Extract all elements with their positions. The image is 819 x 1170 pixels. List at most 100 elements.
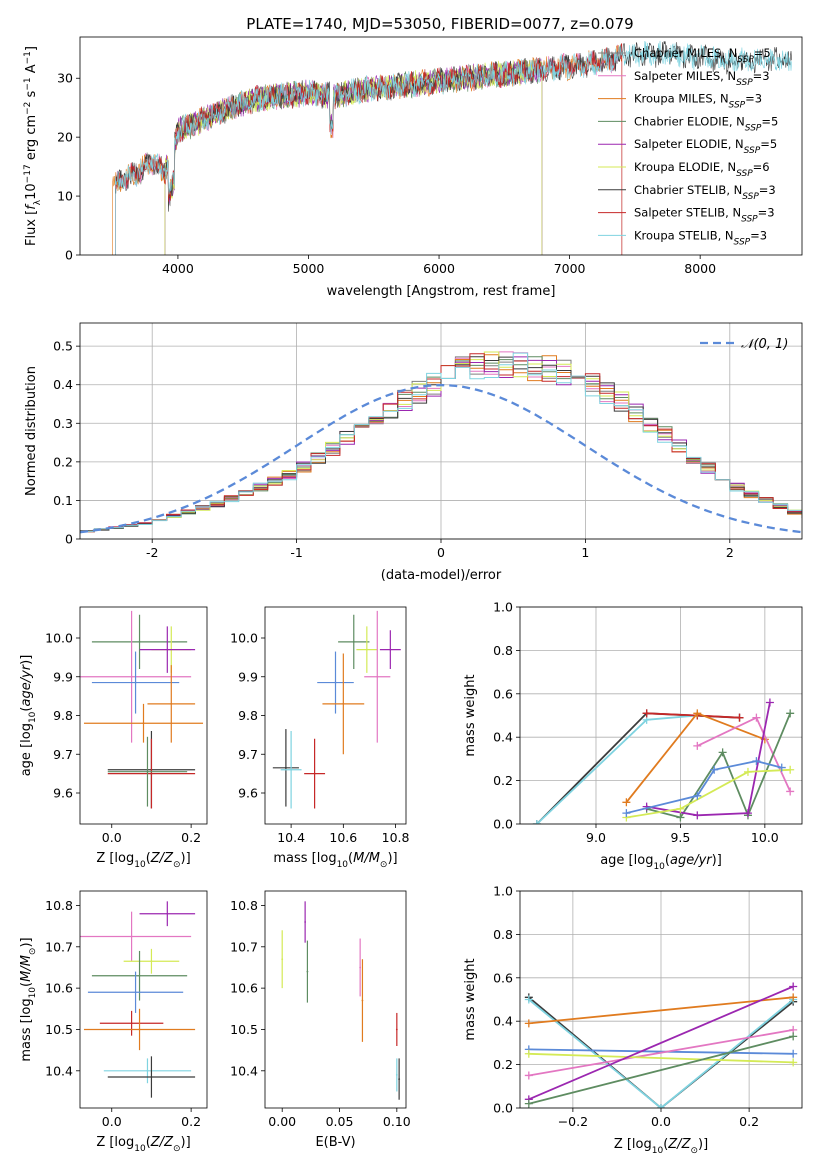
- spectrum-x-tick-label: 5000: [293, 261, 325, 276]
- spectrum-y-axis-label: Flux [fλ10−17 erg cm−2 s−1 A−1]: [23, 46, 43, 246]
- z-mass-x-tick-label: 0.0: [102, 1114, 122, 1129]
- z-age-y-axis-label-part: age/yr: [19, 663, 34, 706]
- mass-age-point: [284, 766, 287, 769]
- spectrum-x-tick-label: 4000: [162, 261, 194, 276]
- age-weight-y-tick-label: 0.4: [493, 730, 513, 745]
- mass-age-y-tick-label: 9.7: [238, 747, 258, 762]
- age-weight-frame: [519, 606, 803, 825]
- z-mass-point: [146, 1069, 149, 1072]
- spectrum-legend-label-part: SSP: [744, 146, 761, 156]
- z-weight-y-axis-label: mass weight: [463, 958, 478, 1040]
- spectrum-y-tick-label: 20: [57, 130, 73, 145]
- mass-age-frame: [264, 606, 407, 825]
- z-age-point: [130, 675, 133, 678]
- z-mass-x-axis-label-part: Z [log: [96, 1135, 134, 1150]
- ebv-mass-point: [395, 1028, 398, 1031]
- z-age-point: [166, 648, 169, 651]
- z-mass-point: [150, 1076, 153, 1078]
- z-mass-y-tick-label: 10.7: [45, 939, 73, 954]
- residuals-gaussian-curve: [80, 383, 802, 534]
- z-weight-x-axis-label: Z [log10(Z/Z⊙)]: [614, 1137, 708, 1156]
- spectrum-y-axis-label-part: erg cm: [24, 115, 39, 164]
- residuals-frame: [79, 322, 803, 540]
- z-age-x-tick-label: 0.2: [181, 830, 201, 845]
- z-weight-x-tick-label: 0.0: [651, 1114, 671, 1129]
- age-weight-y-tick-label: 0.6: [493, 686, 513, 701]
- z-mass-y-axis-label-part: )]: [19, 937, 34, 947]
- age-weight-marker: [743, 809, 752, 818]
- z-mass-y-axis-label-part: mass [log: [19, 998, 34, 1061]
- age-weight-y-tick-label: 0.8: [493, 643, 513, 658]
- mass-age-axes: 10.4 10.6 10.8 9.6 9.7 9.8 9.9 10.0: [230, 631, 409, 846]
- age-weight-y-axis-label: mass weight: [463, 674, 478, 756]
- mass-age-point: [334, 681, 337, 684]
- ebv-mass-x-axis-label: E(B-V): [315, 1135, 355, 1150]
- z-mass-point: [134, 991, 137, 994]
- age-weight-y-tick-label: 1.0: [493, 600, 513, 615]
- mass-age-x-axis-label-part: ⊙: [380, 860, 388, 870]
- age-weight-y-axis-label-part: mass weight: [463, 674, 478, 756]
- mass-age-x-tick-label: 10.6: [329, 830, 357, 845]
- spectrum-legend-label-part: Salpeter ELODIE, N: [634, 137, 744, 151]
- spectrum-legend-label-part: SSP: [737, 55, 754, 65]
- z-mass-y-tick-label: 10.4: [45, 1063, 73, 1078]
- mass-age-point: [313, 772, 316, 775]
- ebv-mass-y-tick-label: 10.5: [230, 1022, 258, 1037]
- z-weight-series-salpeter_miles: [528, 1029, 794, 1077]
- residuals-legend-label: 𝒩(0, 1): [741, 337, 788, 352]
- z-age-points: [80, 610, 204, 809]
- mass-age-y-tick-label: 9.8: [238, 708, 258, 723]
- z-age-x-axis-label-part: 10: [134, 860, 146, 870]
- residuals-x-tick-label: 2: [726, 545, 734, 560]
- spectrum-legend-label-part: =3: [745, 92, 762, 106]
- age-weight-marker: [693, 741, 702, 750]
- ebv-mass-x-tick-label: 0.10: [383, 1114, 411, 1129]
- age-weight-x-axis-label-part: (: [665, 853, 670, 868]
- ebv-mass-frame: [264, 890, 407, 1109]
- spectrum-y-axis-label-part: −2: [23, 102, 33, 115]
- z-age-y-axis-label-part: 10: [28, 711, 38, 723]
- residuals-y-tick-label: 0.3: [53, 416, 73, 431]
- z-weight-marker: [524, 1049, 533, 1058]
- figure-title: PLATE=1740, MJD=53050, FIBERID=0077, z=0…: [246, 15, 633, 33]
- spectrum-y-axis-label-part: −1: [23, 51, 33, 64]
- z-weight-lines: [524, 982, 798, 1108]
- z-age-y-tick-label: 9.8: [53, 708, 73, 723]
- z-weight-marker: [524, 1099, 533, 1108]
- z-mass-x-axis-label-part: (: [146, 1135, 151, 1150]
- spectrum-y-axis-label-part: λ: [33, 199, 43, 205]
- z-age-y-axis-label-part: (: [19, 707, 34, 712]
- z-age-point: [150, 772, 153, 775]
- z-weight-marker: [789, 1049, 798, 1058]
- spectrum-legend-label: Chabrier MILES, NSSP=5: [634, 46, 771, 65]
- z-age-x-axis-label-part: )]: [181, 851, 191, 866]
- mass-age-y-tick-label: 9.6: [238, 786, 258, 801]
- spectrum-legend-label-part: =3: [759, 183, 776, 197]
- spectrum-legend-label-part: =5: [754, 46, 771, 60]
- mass-age-point: [290, 768, 293, 771]
- spectrum-legend-label-part: SSP: [736, 169, 753, 179]
- spectrum-legend-label-part: Kroupa STELIB, N: [634, 228, 734, 242]
- spectrum-legend-label-part: Chabrier MILES, N: [634, 46, 737, 60]
- mass-age-x-axis-label-part: (: [348, 851, 353, 866]
- z-mass-axes: 0.0 0.2 10.4 10.5 10.6 10.7 10.8: [45, 898, 201, 1129]
- spectrum-legend-label-part: =5: [761, 114, 778, 128]
- z-weight-y-tick-label: 0.2: [493, 1057, 513, 1072]
- spectrum-legend-label: Kroupa STELIB, NSSP=3: [634, 228, 767, 247]
- z-mass-x-axis-label-part: )]: [181, 1135, 191, 1150]
- z-mass-x-axis-label-part: 10: [134, 1144, 146, 1154]
- age-weight-marker: [622, 798, 631, 807]
- age-weight-marker: [642, 709, 651, 718]
- spectrum-y-tick-label: 30: [57, 71, 73, 86]
- residuals-y-tick-label: 0.2: [53, 454, 73, 469]
- z-age-y-axis-label-part: )]: [19, 655, 34, 665]
- z-age-point: [134, 681, 137, 684]
- mass-age-x-tick-label: 10.8: [382, 830, 410, 845]
- mass-age-point: [365, 648, 368, 651]
- age-weight-x-axis-label-part: 10: [653, 862, 665, 872]
- age-weight-marker: [786, 765, 795, 774]
- spectrum-x-tick-label: 7000: [554, 261, 586, 276]
